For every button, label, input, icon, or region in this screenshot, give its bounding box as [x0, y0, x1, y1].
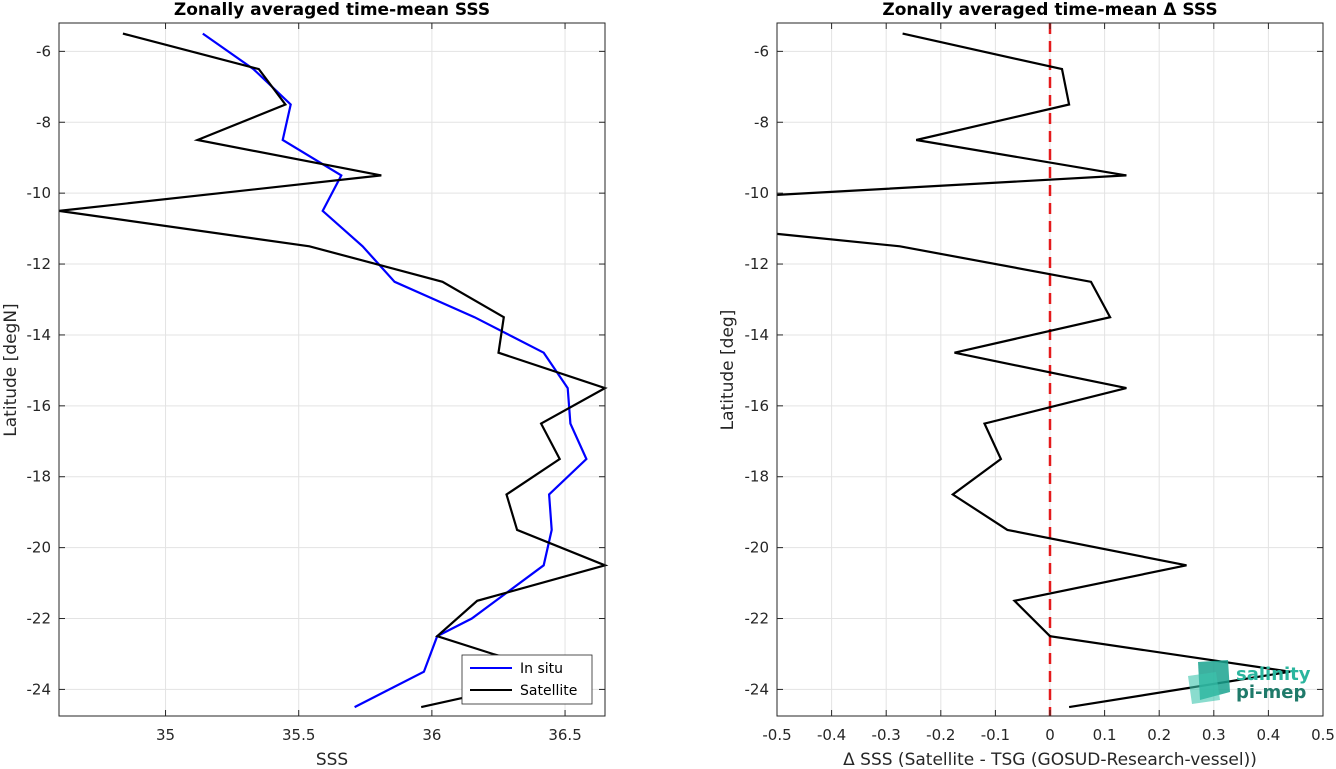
right-x-tick-label: 0	[1045, 726, 1055, 744]
left-y-tick-label: -10	[27, 184, 52, 202]
left-series-line-in-situ	[202, 32, 588, 709]
right-y-tick-label: -10	[745, 184, 770, 202]
left-x-tick-label: 36.5	[548, 726, 581, 744]
legend: In situ Satellite	[461, 654, 593, 705]
right-series-line-segment-1	[776, 32, 1127, 196]
right-y-axis-label: Latitude [deg]	[718, 310, 738, 431]
left-series-lines	[58, 32, 609, 709]
left-plot-frame	[58, 22, 606, 717]
right-y-tick-label: -16	[745, 397, 770, 415]
right-x-tick-label: 0.5	[1311, 726, 1335, 744]
right-x-tick-label: -0.1	[981, 726, 1010, 744]
right-x-tick-label: -0.5	[762, 726, 791, 744]
right-ticks: -0.5 -0.4 -0.3 -0.2 -0.1 0 0.1 0.2 0.3 0.4 0.5 -6 -8…	[745, 23, 1335, 744]
right-y-tick-label: -8	[754, 113, 769, 131]
right-y-tick-label: -6	[754, 42, 769, 60]
salinity-pi-mep-logo: salinity pi-mep	[1188, 660, 1311, 704]
left-x-tick-label: 35	[156, 726, 175, 744]
legend-box	[461, 654, 593, 705]
right-y-tick-label: -12	[745, 255, 770, 273]
left-x-tick-label: 35.5	[282, 726, 315, 744]
right-series-line-segment-2	[776, 232, 1291, 709]
right-x-tick-label: 0.1	[1093, 726, 1117, 744]
right-x-tick-label: 0.2	[1147, 726, 1171, 744]
left-series-line-satellite	[58, 32, 609, 709]
right-x-tick-label: -0.2	[926, 726, 955, 744]
right-chart-title: Zonally averaged time-mean Δ SSS	[882, 0, 1217, 20]
right-y-tick-label: -14	[745, 326, 770, 344]
right-y-tick-label: -20	[745, 539, 770, 557]
left-x-tick-label: 36	[422, 726, 441, 744]
legend-label-satellite: Satellite	[520, 683, 577, 699]
left-x-axis-label: SSS	[316, 750, 348, 769]
left-y-tick-label: -12	[27, 255, 52, 273]
left-y-tick-label: -18	[27, 468, 52, 486]
legend-label-in-situ: In situ	[520, 661, 563, 677]
left-y-tick-label: -14	[27, 326, 52, 344]
left-y-tick-label: -24	[27, 680, 52, 698]
left-y-tick-label: -8	[36, 113, 51, 131]
left-grid	[59, 23, 605, 716]
right-x-tick-label: -0.3	[872, 726, 901, 744]
right-x-tick-label: -0.4	[817, 726, 846, 744]
right-y-tick-label: -18	[745, 468, 770, 486]
right-y-tick-label: -22	[745, 610, 770, 628]
right-x-axis-label: Δ SSS (Satellite - TSG (GOSUD-Research-v…	[843, 750, 1257, 769]
right-chart: Zonally averaged time-mean Δ SSS -0.5 -0.…	[718, 0, 1335, 769]
right-series-lines	[776, 23, 1291, 716]
left-y-axis-label: Latitude [degN]	[1, 303, 21, 436]
logo-text-pi-mep: pi-mep	[1236, 682, 1306, 703]
right-y-tick-label: -24	[745, 680, 770, 698]
left-y-tick-label: -6	[36, 42, 51, 60]
right-x-tick-label: 0.3	[1202, 726, 1226, 744]
left-chart-title: Zonally averaged time-mean SSS	[174, 0, 490, 20]
left-chart: Zonally averaged time-mean SSS 35 35.5 36 3…	[1, 0, 609, 769]
left-y-tick-label: -20	[27, 539, 52, 557]
logo-shape-2	[1188, 672, 1220, 704]
logo-text-salinity: salinity	[1236, 664, 1311, 685]
left-y-tick-label: -16	[27, 397, 52, 415]
left-ticks: 35 35.5 36 36.5 -6 -8 -10 -12 -14 -16 -18 -20 -22 -24	[27, 23, 605, 744]
left-y-tick-label: -22	[27, 610, 52, 628]
right-x-tick-label: 0.4	[1256, 726, 1280, 744]
